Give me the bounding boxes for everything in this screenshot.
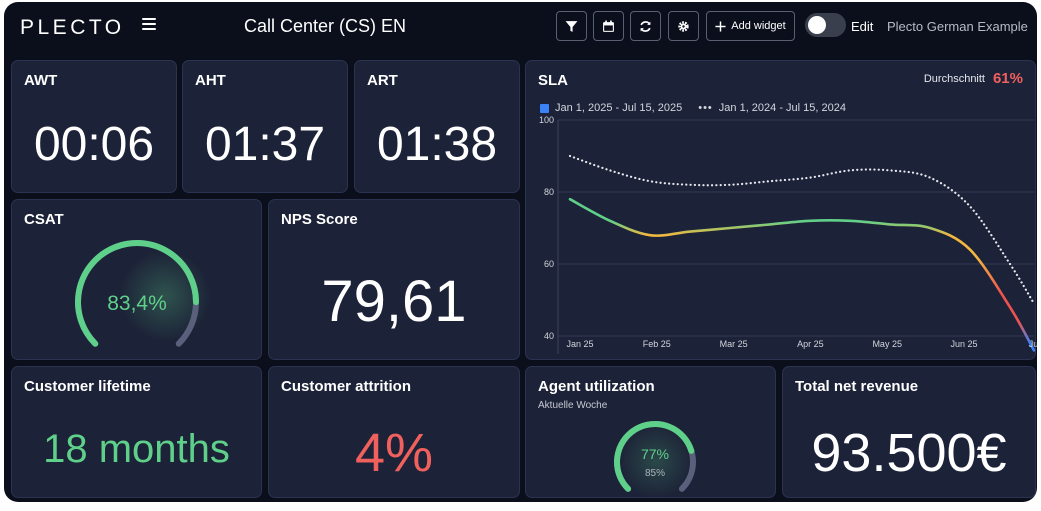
widget-customer-lifetime[interactable]: Customer lifetime 18 months — [11, 366, 262, 498]
calendar-button[interactable] — [593, 11, 624, 41]
x-tick-label: Apr 25 — [797, 339, 824, 349]
widget-value: 18 months — [43, 427, 230, 471]
average-value: 61% — [992, 70, 1023, 87]
account-name[interactable]: Plecto German Example — [887, 19, 1028, 34]
widget-nps[interactable]: NPS Score 79,61 — [268, 199, 520, 360]
refresh-icon — [640, 20, 651, 32]
widget-target: 85% — [645, 468, 665, 479]
x-tick-label: Jun 25 — [950, 339, 977, 349]
widget-total-net-revenue[interactable]: Total net revenue 93.500€ — [782, 366, 1036, 498]
gauge-fill — [614, 421, 695, 492]
widget-value: 93.500€ — [811, 423, 1007, 483]
widget-value: 4% — [354, 423, 434, 483]
widget-title: Agent utilization — [538, 378, 655, 395]
sla-line-chart: 40 60 80 100 Jan 25 Feb 25 Mar 25 Apr 25 May 25 J… — [539, 115, 1037, 354]
y-tick-label: 40 — [544, 331, 554, 341]
widget-title: Customer lifetime — [24, 378, 151, 395]
widget-value: 01:37 — [204, 118, 326, 171]
widget-agent-utilization[interactable]: Agent utilization Aktuelle Woche 77% 85% — [525, 366, 776, 499]
settings-button[interactable] — [668, 11, 699, 41]
edit-label: Edit — [851, 19, 874, 34]
filter-icon — [565, 20, 578, 32]
x-tick-label: Jan 25 — [566, 339, 593, 349]
widget-title: NPS Score — [281, 211, 358, 228]
widget-customer-attrition[interactable]: Customer attrition 4% — [268, 366, 520, 498]
gauge-fill — [75, 240, 200, 347]
add-widget-button[interactable]: Add widget — [706, 11, 795, 41]
add-widget-label: Add widget — [731, 20, 786, 32]
refresh-button[interactable] — [630, 11, 661, 41]
widget-title: AWT — [24, 72, 58, 89]
widget-csat[interactable]: CSAT 83,4% — [11, 199, 262, 360]
widget-value: 01:38 — [376, 118, 498, 171]
x-tick-label: Jul 25 — [1029, 339, 1037, 349]
legend-swatch-current — [540, 103, 549, 113]
edit-mode-toggle[interactable] — [805, 13, 846, 37]
widget-title: Total net revenue — [795, 378, 919, 395]
x-tick-label: May 25 — [872, 339, 902, 349]
legend-previous[interactable]: Jan 1, 2024 - Jul 15, 2024 — [718, 102, 846, 114]
widget-value: 83,4% — [107, 292, 167, 315]
widget-title: ART — [367, 72, 398, 89]
y-tick-label: 80 — [544, 187, 554, 197]
dashboard-title: Call Center (CS) EN — [244, 16, 407, 36]
utilization-gauge: 77% 85% — [614, 421, 696, 499]
csat-gauge: 83,4% — [75, 240, 211, 347]
y-tick-label: 100 — [539, 115, 554, 125]
legend-current[interactable]: Jan 1, 2025 - Jul 15, 2025 — [555, 102, 683, 114]
chart-legend: Jan 1, 2025 - Jul 15, 2025 ••• Jan 1, 20… — [540, 102, 846, 114]
x-tick-label: Feb 25 — [643, 339, 671, 349]
plus-icon — [715, 20, 726, 32]
series-line-previous — [568, 154, 1036, 305]
widget-title: Customer attrition — [281, 378, 412, 395]
calendar-icon — [603, 20, 614, 32]
widget-value: 79,61 — [321, 269, 467, 334]
y-tick-label: 60 — [544, 259, 554, 269]
hamburger-menu-icon[interactable] — [142, 18, 156, 30]
top-bar: PLECTO Call Center (CS) EN Add widget Ed… — [4, 2, 1037, 52]
x-tick-label: Mar 25 — [720, 339, 748, 349]
toggle-knob — [808, 16, 826, 34]
widget-sla[interactable]: SLA Durchschnitt 61% Jan 1, 2025 - Jul 1… — [525, 60, 1037, 360]
filter-button[interactable] — [556, 11, 587, 41]
widget-subtitle: Aktuelle Woche — [538, 400, 608, 411]
widget-value: 00:06 — [33, 118, 155, 171]
logo[interactable]: PLECTO — [20, 16, 125, 39]
widget-value: 77% — [641, 446, 669, 462]
widget-title: CSAT — [24, 211, 64, 228]
average-label: Durchschnitt — [923, 73, 985, 85]
widget-title: SLA — [538, 72, 568, 89]
dashboard-frame: PLECTO Call Center (CS) EN Add widget Ed… — [4, 2, 1037, 502]
gear-icon — [678, 20, 689, 32]
series-line-current — [568, 197, 1036, 352]
widget-aht[interactable]: AHT 01:37 — [182, 60, 348, 193]
widget-awt[interactable]: AWT 00:06 — [11, 60, 177, 193]
legend-swatch-previous: ••• — [698, 102, 713, 114]
widget-art[interactable]: ART 01:38 — [354, 60, 520, 193]
widget-title: AHT — [195, 72, 226, 89]
